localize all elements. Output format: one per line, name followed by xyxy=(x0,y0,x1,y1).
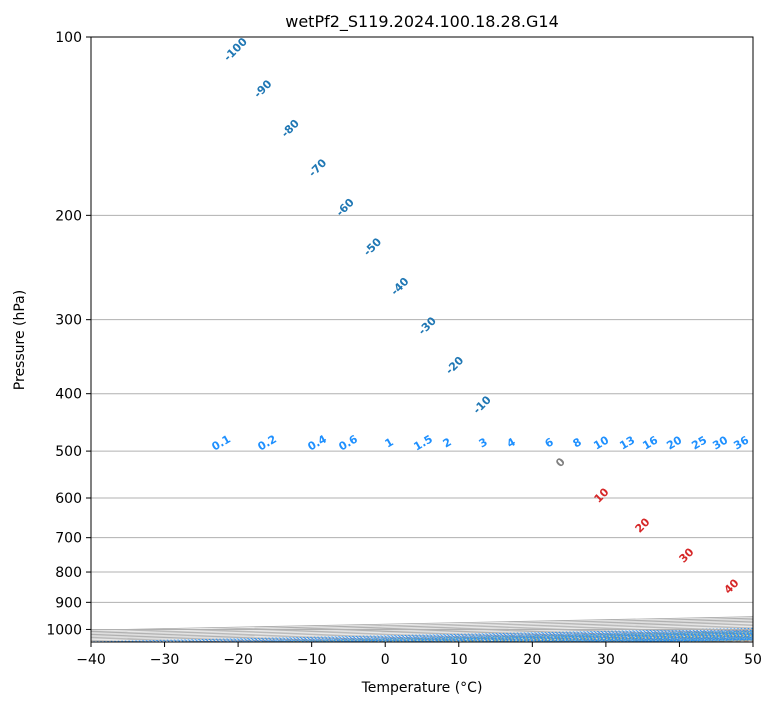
y-tick-label: 300 xyxy=(55,313,82,329)
chart-title: wetPf2_S119.2024.100.18.28.G14 xyxy=(285,12,559,32)
x-tick-label: 0 xyxy=(381,652,390,668)
y-tick-label: 500 xyxy=(55,444,82,460)
x-tick-label: 10 xyxy=(450,652,468,668)
y-axis-label: Pressure (hPa) xyxy=(12,290,28,390)
x-axis-ticks: −40 −30 −20 −10 0 10 20 30 40 50 xyxy=(76,642,762,668)
y-tick-label: 400 xyxy=(55,387,82,403)
y-tick-label: 200 xyxy=(55,208,82,224)
x-tick-label: −10 xyxy=(297,652,327,668)
plot-area xyxy=(91,37,753,642)
x-tick-label: 50 xyxy=(744,652,762,668)
y-axis-ticks: 100 200 300 400 500 600 700 800 900 1000 xyxy=(46,30,91,638)
x-tick-label: −20 xyxy=(223,652,253,668)
y-tick-label: 700 xyxy=(55,531,82,547)
y-tick-label: 600 xyxy=(55,491,82,507)
x-axis-label: Temperature (°C) xyxy=(361,680,483,696)
x-tick-label: 20 xyxy=(523,652,541,668)
isotherm-line xyxy=(753,37,775,642)
x-tick-label: 30 xyxy=(597,652,615,668)
x-tick-label: −40 xyxy=(76,652,106,668)
y-tick-label: 1000 xyxy=(46,622,82,638)
y-tick-label: 900 xyxy=(55,595,82,611)
x-tick-label: −30 xyxy=(150,652,180,668)
y-tick-label: 800 xyxy=(55,565,82,581)
y-tick-label: 100 xyxy=(55,30,82,46)
x-tick-label: 40 xyxy=(671,652,689,668)
